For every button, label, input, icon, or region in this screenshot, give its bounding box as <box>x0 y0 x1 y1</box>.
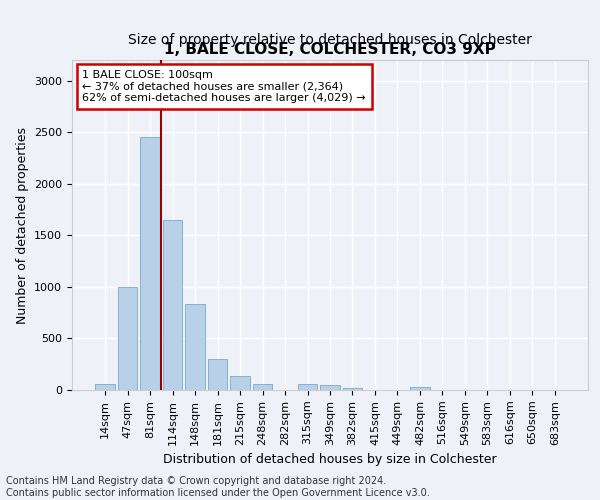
Bar <box>163 220 182 390</box>
Text: Size of property relative to detached houses in Colchester: Size of property relative to detached ho… <box>128 33 532 47</box>
Title: 1, BALE CLOSE, COLCHESTER, CO3 9XP: 1, BALE CLOSE, COLCHESTER, CO3 9XP <box>164 42 496 58</box>
Bar <box>343 388 362 390</box>
Bar <box>95 384 115 390</box>
Bar <box>298 384 317 390</box>
Bar <box>253 384 272 390</box>
Bar <box>185 304 205 390</box>
Text: Contains HM Land Registry data © Crown copyright and database right 2024.
Contai: Contains HM Land Registry data © Crown c… <box>6 476 430 498</box>
Bar <box>118 287 137 390</box>
Text: 1 BALE CLOSE: 100sqm
← 37% of detached houses are smaller (2,364)
62% of semi-de: 1 BALE CLOSE: 100sqm ← 37% of detached h… <box>82 70 366 103</box>
X-axis label: Distribution of detached houses by size in Colchester: Distribution of detached houses by size … <box>163 453 497 466</box>
Bar <box>208 359 227 390</box>
Bar <box>230 376 250 390</box>
Bar <box>320 386 340 390</box>
Bar <box>140 138 160 390</box>
Bar <box>410 387 430 390</box>
Y-axis label: Number of detached properties: Number of detached properties <box>16 126 29 324</box>
